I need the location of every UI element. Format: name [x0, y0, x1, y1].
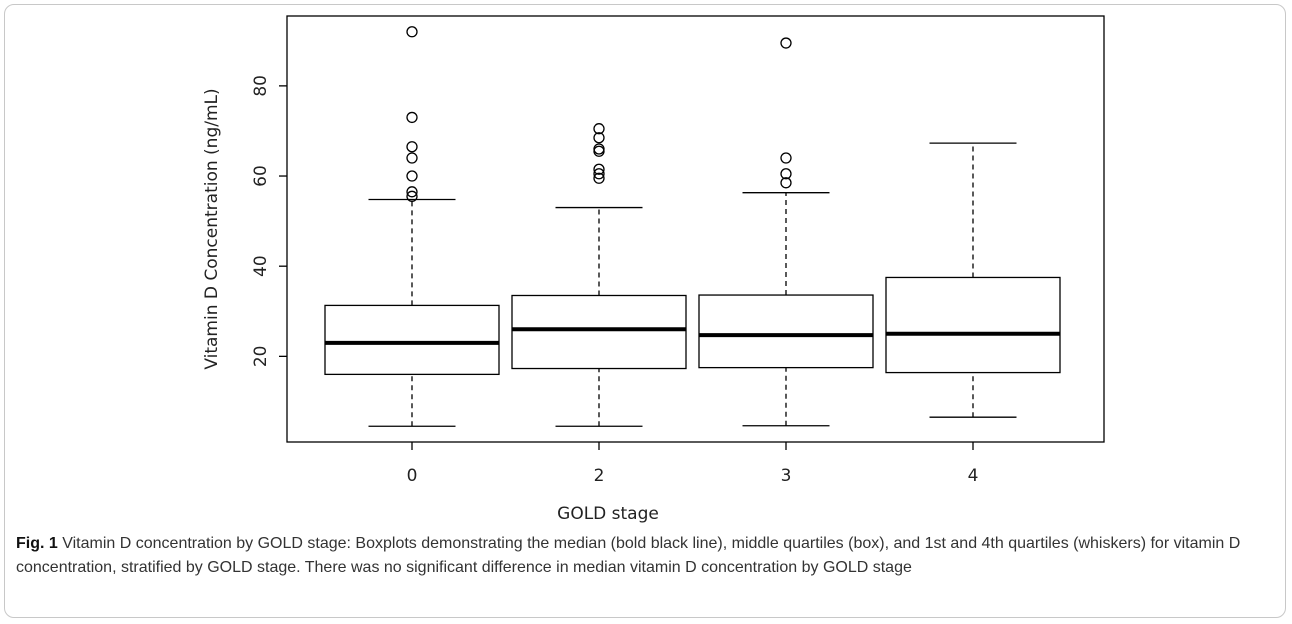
y-tick-label: 60 — [251, 165, 271, 187]
x-tick-label: 3 — [781, 466, 792, 486]
box — [324, 304, 500, 376]
box — [511, 294, 687, 370]
outlier — [780, 152, 792, 164]
outlier — [593, 163, 605, 175]
y-axis-label: Vitamin D Concentration (ng/mL) — [202, 88, 222, 369]
outlier — [780, 37, 792, 49]
x-tick-label: 4 — [968, 466, 979, 486]
y-tick-label: 40 — [251, 255, 271, 277]
caption: Fig. 1 Vitamin D concentration by GOLD s… — [16, 532, 1266, 580]
outlier — [406, 186, 418, 198]
plot-frame — [286, 15, 1105, 443]
outlier — [406, 26, 418, 38]
outlier — [780, 177, 792, 189]
box — [885, 276, 1061, 374]
outlier — [406, 141, 418, 153]
y-tick-label: 20 — [251, 346, 271, 368]
x-tick-label: 0 — [407, 466, 418, 486]
outlier — [593, 143, 605, 155]
box — [698, 294, 874, 369]
outlier — [406, 170, 418, 182]
outlier — [593, 132, 605, 144]
y-tick-label: 80 — [251, 75, 271, 97]
outlier — [593, 145, 605, 157]
x-tick-label: 2 — [594, 466, 605, 486]
outlier — [593, 123, 605, 135]
outlier — [406, 111, 418, 124]
caption-text: Vitamin D concentration by GOLD stage: B… — [16, 535, 1241, 576]
outlier — [406, 152, 418, 164]
caption-label: Fig. 1 — [16, 535, 58, 552]
outlier — [593, 172, 605, 184]
outlier — [406, 190, 418, 202]
chart: GOLD stage Vitamin D Concentration (ng/m… — [202, 15, 1105, 524]
x-axis-label: GOLD stage — [557, 504, 659, 524]
outlier — [593, 168, 605, 180]
figure-frame — [4, 4, 1286, 618]
outlier — [780, 168, 792, 180]
